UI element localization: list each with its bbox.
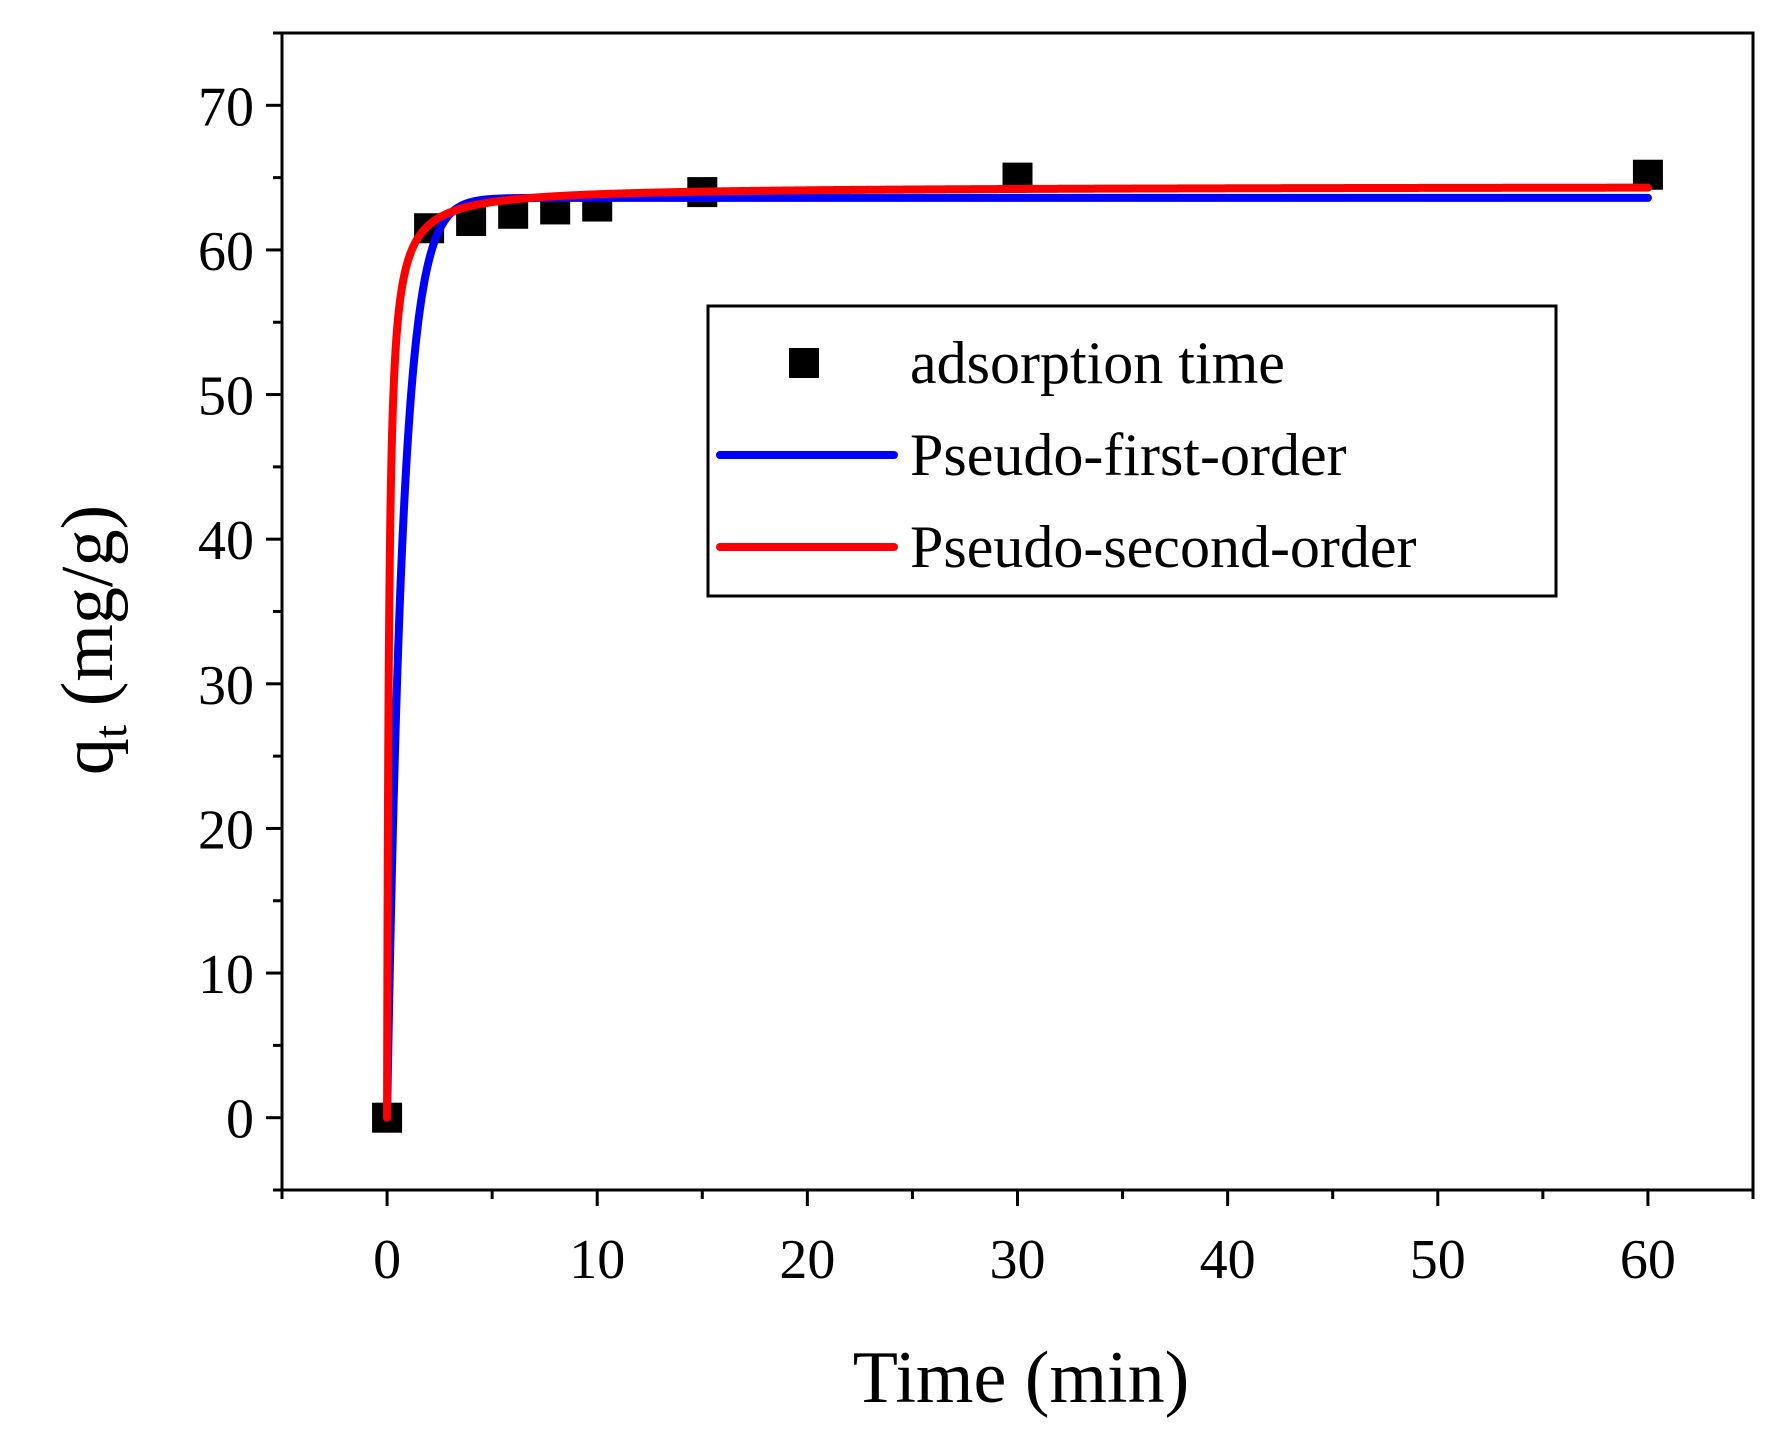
axis-titles: Time (min) qt (mg/g) [47, 505, 1189, 1419]
legend-label: Pseudo-first-order [910, 422, 1347, 488]
y-axis-title: qt (mg/g) [47, 505, 137, 775]
series-line-pseudo-second-order [383, 183, 1652, 1122]
y-axis-title-subscript: t [84, 724, 137, 738]
y-axis-title-main: q [47, 738, 129, 775]
y-tick-label: 0 [226, 1089, 254, 1151]
x-tick-label: 30 [990, 1229, 1046, 1291]
y-tick-label: 40 [198, 510, 254, 572]
y-tick-label: 20 [198, 799, 254, 861]
plot-area [372, 159, 1663, 1133]
axes: 0 10 20 30 40 50 60 0 10 20 30 40 50 60 70 [198, 31, 1755, 1291]
legend-label: adsorption time [910, 330, 1285, 396]
x-tick-label: 0 [373, 1229, 401, 1291]
legend: adsorption time Pseudo-first-order Pseudo-… [706, 304, 1558, 598]
y-tick-label: 10 [198, 944, 254, 1006]
series-line-pseudo-first-order [383, 193, 1652, 1122]
y-tick-label: 50 [198, 366, 254, 428]
x-tick-label: 50 [1410, 1229, 1466, 1291]
y-tick-label: 30 [198, 655, 254, 717]
x-axis-title: Time (min) [853, 1337, 1189, 1419]
legend-label: Pseudo-second-order [910, 514, 1417, 580]
y-tick-label: 70 [198, 76, 254, 138]
x-tick-label: 20 [779, 1229, 835, 1291]
x-tick-label: 10 [569, 1229, 625, 1291]
y-axis-title-units: (mg/g) [47, 505, 129, 725]
x-tick-label: 40 [1200, 1229, 1256, 1291]
legend-marker-square [789, 348, 819, 378]
x-tick-label: 60 [1620, 1229, 1676, 1291]
y-tick-label: 60 [198, 221, 254, 283]
